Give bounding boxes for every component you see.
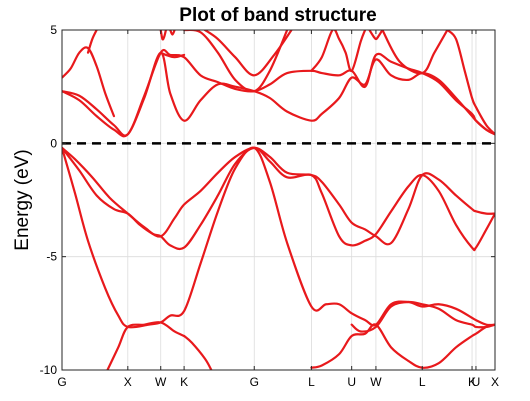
band-line-7 bbox=[350, 300, 495, 333]
y-tick-label: 0 bbox=[50, 136, 57, 150]
band-line-2 bbox=[62, 146, 495, 246]
x-tick-label: U bbox=[472, 375, 481, 389]
x-tick-label: G bbox=[250, 375, 259, 389]
x-tick-label: G bbox=[57, 375, 66, 389]
x-tick-label: K bbox=[180, 375, 188, 389]
band-line-18 bbox=[368, 30, 384, 41]
x-tick-label: L bbox=[308, 375, 315, 389]
band-line-5 bbox=[183, 334, 213, 370]
band-line-13 bbox=[159, 30, 168, 41]
band-line-15 bbox=[183, 30, 289, 93]
band-line-11 bbox=[86, 30, 98, 54]
band-line-4 bbox=[106, 321, 186, 370]
band-line-14 bbox=[169, 30, 176, 36]
band-line-16 bbox=[203, 30, 293, 77]
x-tick-label: U bbox=[347, 375, 356, 389]
x-axis-ticks: G X W K G L U W L KU X bbox=[57, 30, 499, 389]
plot-area-frame bbox=[61, 29, 496, 371]
band-line-19 bbox=[381, 30, 449, 75]
band-line-17 bbox=[310, 30, 367, 72]
grid bbox=[61, 29, 496, 371]
x-tick-label: L bbox=[419, 375, 426, 389]
x-tick-label: X bbox=[491, 375, 499, 389]
band-line-6 bbox=[310, 323, 495, 369]
x-tick-label: W bbox=[155, 375, 167, 389]
y-axis-ticks: 5 0 -5 -10 bbox=[40, 23, 495, 377]
band-line-8 bbox=[62, 51, 495, 138]
y-axis-label: Energy (eV) bbox=[12, 149, 33, 250]
x-tick-label: X bbox=[124, 375, 132, 389]
y-tick-label: 5 bbox=[50, 23, 57, 37]
band-lines bbox=[62, 30, 495, 370]
x-tick-label: K bbox=[468, 375, 476, 389]
y-tick-label: -10 bbox=[40, 363, 58, 377]
chart-title: Plot of band structure bbox=[179, 5, 376, 26]
x-tick-label: W bbox=[370, 375, 382, 389]
band-line-10 bbox=[62, 46, 116, 118]
band-line-9 bbox=[62, 48, 495, 137]
band-line-1 bbox=[62, 146, 495, 252]
band-line-12 bbox=[159, 51, 186, 59]
y-tick-label: -5 bbox=[46, 250, 57, 264]
band-line-20 bbox=[446, 30, 495, 136]
